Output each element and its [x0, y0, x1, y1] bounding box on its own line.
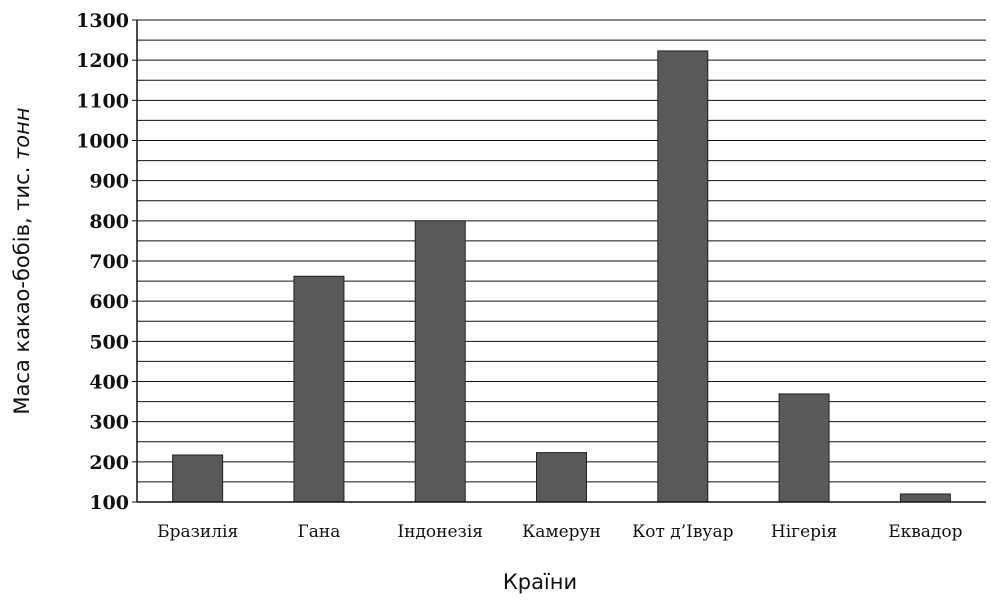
y-tick-label: 100 [89, 492, 129, 514]
y-tick-label: 600 [89, 291, 129, 313]
x-tick-label: Кот д’Івуар [632, 522, 733, 542]
y-tick-label: 1200 [76, 50, 129, 72]
bar [293, 275, 345, 503]
y-tick-label: 800 [89, 211, 129, 233]
y-tick-label: 200 [89, 452, 129, 474]
x-tick-label: Бразилія [157, 522, 238, 542]
y-tick-label: 700 [89, 251, 129, 273]
x-tick-label: Камерун [522, 522, 601, 542]
y-axis-title-main: Маса какао-бобів, тис. [10, 160, 34, 415]
x-tick-label: Еквадор [888, 522, 962, 542]
y-axis-ticks: 100 200 300 400 500 600 700 800 900 1000 1100 1200 1… [76, 10, 137, 514]
bar [899, 493, 951, 503]
y-axis-title-unit: тонн [10, 107, 34, 160]
y-tick-label: 300 [89, 412, 129, 434]
y-tick-label: 400 [89, 372, 129, 394]
y-tick-label: 1100 [76, 90, 129, 112]
y-tick-label: 1000 [76, 131, 129, 153]
x-tick-label: Гана [297, 522, 340, 542]
bar [536, 452, 587, 503]
bar [657, 50, 709, 503]
bar [172, 454, 224, 503]
bar [414, 220, 466, 503]
gridlines [137, 19, 986, 503]
y-tick-label: 900 [89, 171, 129, 193]
x-axis-ticks: Бразилія Гана Індонезія Камерун Кот д’Івуар Н… [157, 522, 963, 542]
x-tick-label: Нігерія [771, 522, 837, 542]
bars [172, 50, 951, 503]
y-axis-title: Маса какао-бобів, тис. тонн [10, 107, 34, 414]
bar [778, 393, 830, 503]
x-axis-title: Країни [503, 570, 577, 594]
x-tick-label: Індонезія [397, 522, 483, 542]
y-tick-label: 500 [89, 331, 129, 353]
y-tick-label: 1300 [76, 10, 129, 32]
